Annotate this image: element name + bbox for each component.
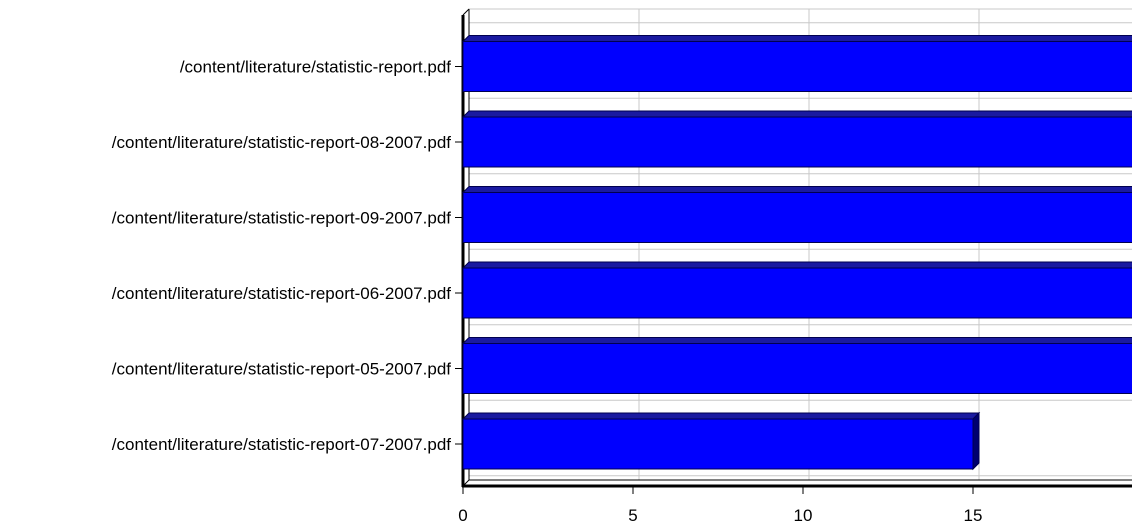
x-tick-label: 10	[794, 506, 813, 525]
x-tick-label: 15	[964, 506, 983, 525]
category-label: /content/literature/statistic-report-05-…	[112, 360, 452, 379]
axes	[455, 8, 1132, 494]
bar-top-face	[461, 337, 1132, 344]
category-label: /content/literature/statistic-report-06-…	[112, 284, 452, 303]
bar	[462, 267, 1132, 319]
bar	[462, 192, 1132, 243]
bar-top-face	[461, 35, 1132, 42]
bar-top-face	[461, 110, 1132, 118]
axis-depth-bottom	[462, 479, 470, 487]
bar-top-face	[461, 261, 1132, 269]
category-labels: /content/literature/statistic-report.pdf…	[112, 58, 452, 455]
bar-top-face	[461, 186, 1132, 193]
category-label: /content/literature/statistic-report-07-…	[112, 435, 452, 454]
bar-side-face	[972, 411, 980, 471]
x-tick-label: 5	[628, 506, 637, 525]
bar	[462, 41, 1132, 92]
x-tick-label: 0	[458, 506, 467, 525]
axis-depth-top	[462, 8, 470, 16]
category-label: /content/literature/statistic-report-09-…	[112, 209, 452, 228]
bar-top-face	[461, 412, 981, 420]
bars	[461, 35, 1132, 471]
bar	[462, 116, 1132, 168]
category-label: /content/literature/statistic-report.pdf	[180, 58, 451, 77]
bar	[462, 343, 1132, 394]
x-tick-labels: 05101520253035	[458, 506, 983, 525]
bar	[462, 418, 974, 470]
category-label: /content/literature/statistic-report-08-…	[112, 133, 452, 152]
